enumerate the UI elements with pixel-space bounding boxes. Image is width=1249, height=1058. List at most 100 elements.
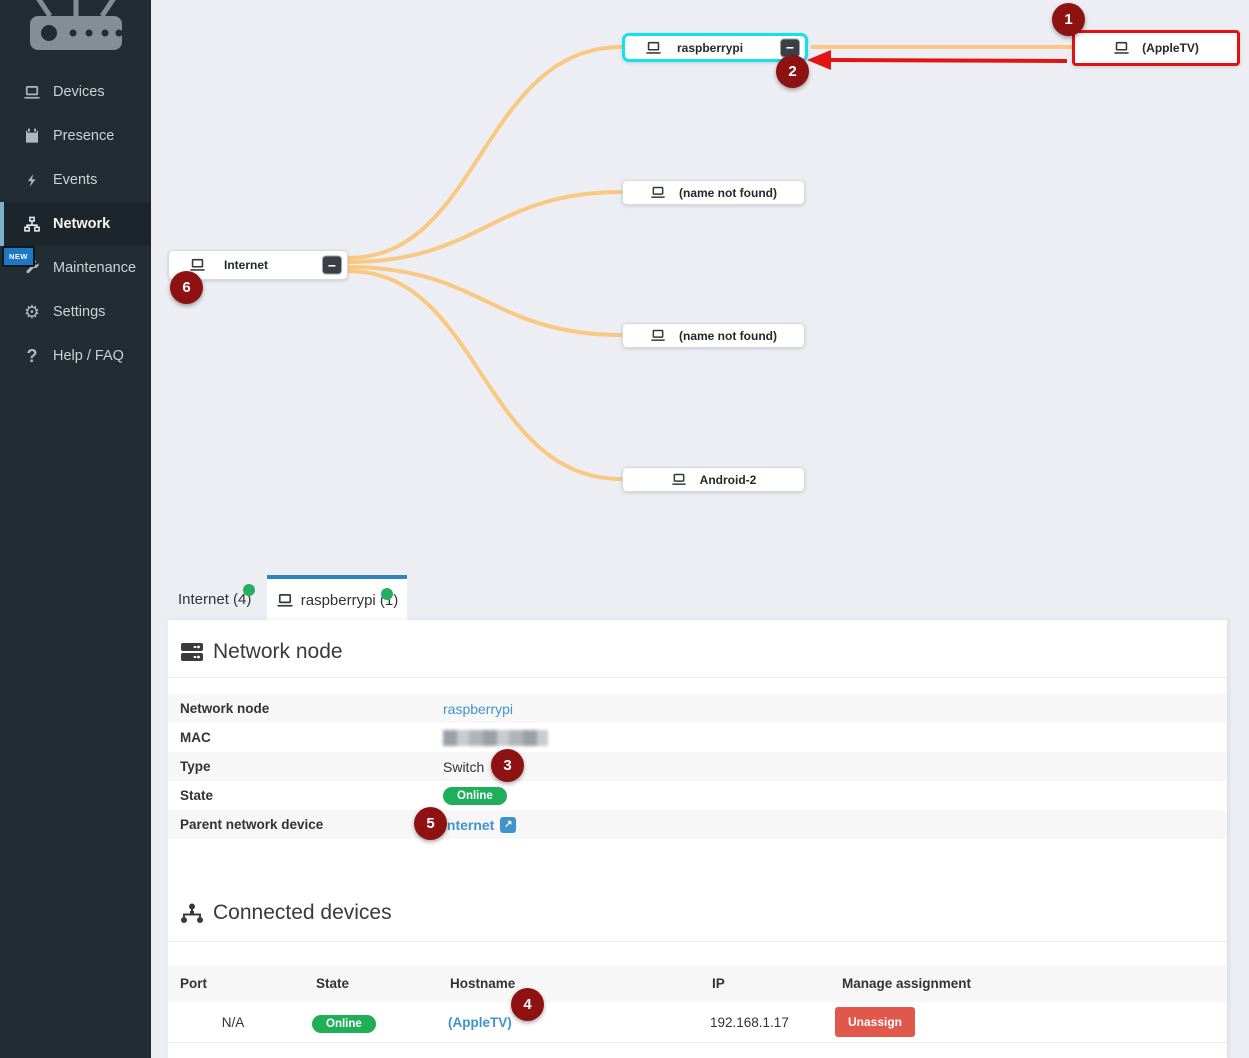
- network-node-section-title: Network node: [180, 640, 343, 664]
- sidebar-item-events[interactable]: Events: [0, 158, 151, 202]
- node-label: Internet: [224, 258, 269, 272]
- mac-redacted-value: [443, 729, 548, 746]
- node-label: (name not found): [679, 185, 777, 200]
- node-unknown-2[interactable]: (name not found): [622, 323, 805, 348]
- sitemap-icon: [180, 903, 204, 924]
- node-label: Android-2: [699, 472, 757, 487]
- main-area: Internet − raspberrypi − (name not found…: [151, 0, 1249, 1058]
- status-badge: Online: [443, 786, 507, 805]
- tab-raspberrypi[interactable]: raspberrypi (1): [267, 575, 407, 621]
- tab-label: Internet (4): [178, 590, 252, 608]
- detail-row-parent: Parent network device Internet ↗: [168, 810, 1227, 839]
- col-header-ip: IP: [712, 976, 725, 991]
- new-feature-badge: NEW: [2, 246, 35, 267]
- annotation-marker-1: 1: [1052, 3, 1085, 36]
- laptop-icon: [650, 186, 666, 199]
- online-dot: [243, 584, 255, 596]
- tab-internet[interactable]: Internet (4): [168, 578, 258, 620]
- question-icon: ?: [26, 346, 38, 366]
- node-raspberrypi[interactable]: raspberrypi −: [622, 33, 808, 62]
- section-title-text: Network node: [213, 640, 343, 663]
- table-row: N/A Online (AppleTV) 192.168.1.17 Unassi…: [168, 1002, 1227, 1043]
- col-header-hostname: Hostname: [450, 976, 516, 991]
- gear-icon: ⚙: [23, 302, 41, 322]
- node-appletv[interactable]: (AppleTV): [1072, 30, 1240, 66]
- external-link-icon[interactable]: ↗: [500, 816, 517, 833]
- laptop-icon: [645, 41, 662, 55]
- sidebar-item-maintenance[interactable]: Maintenance: [0, 246, 151, 290]
- tab-label: raspberrypi (1): [300, 591, 399, 609]
- sidebar-item-label: Presence: [53, 128, 115, 144]
- network-node-link[interactable]: raspberrypi: [443, 700, 514, 717]
- detail-panel: Network node Network node raspberrypi MA…: [168, 620, 1227, 1058]
- node-label: (AppleTV): [1142, 41, 1199, 55]
- col-header-port: Port: [180, 976, 207, 991]
- annotation-marker-6: 6: [170, 271, 203, 304]
- section-title-text: Connected devices: [213, 901, 392, 924]
- detail-label: Parent network device: [180, 817, 324, 832]
- table-header-row: Port State Hostname IP Manage assignment: [168, 965, 1227, 1002]
- port-value: N/A: [221, 1014, 245, 1030]
- sidebar-item-network[interactable]: Network: [0, 202, 151, 246]
- type-value: Switch: [443, 758, 485, 775]
- detail-label: State: [180, 788, 214, 803]
- connected-devices-table: Port State Hostname IP Manage assignment…: [168, 965, 1227, 1043]
- sidebar: Devices Presence Events: [0, 0, 151, 1058]
- sidebar-item-label: Events: [53, 172, 98, 188]
- connected-devices-section-title: Connected devices: [180, 901, 392, 925]
- detail-label: MAC: [180, 730, 211, 745]
- connection-curves: [347, 45, 1072, 481]
- sidebar-item-label: Devices: [53, 84, 105, 100]
- laptop-icon: [1113, 41, 1130, 55]
- annotation-marker-3: 3: [491, 749, 524, 782]
- topology-canvas: [347, 45, 1072, 481]
- laptop-icon: [671, 473, 687, 486]
- detail-label: Network node: [180, 701, 270, 716]
- collapse-node-button[interactable]: −: [322, 255, 342, 275]
- laptop-icon: [189, 258, 206, 272]
- online-dot: [381, 588, 393, 600]
- server-icon: [180, 642, 204, 662]
- laptop-icon: [650, 329, 666, 342]
- router-logo-icon: [0, 0, 151, 64]
- node-android2[interactable]: Android-2: [622, 467, 805, 492]
- bolt-icon: [22, 172, 42, 189]
- detail-row-type: Type Switch: [168, 752, 1227, 781]
- sitemap-icon: [22, 216, 42, 233]
- sidebar-item-label: Help / FAQ: [53, 348, 124, 364]
- sidebar-item-label: Settings: [53, 304, 106, 320]
- sidebar-item-label: Maintenance: [53, 260, 137, 276]
- annotation-arrow: [807, 50, 1068, 70]
- node-label: (name not found): [679, 328, 777, 343]
- ip-value: 192.168.1.17: [710, 1014, 789, 1030]
- detail-label: Type: [180, 759, 211, 774]
- parent-device-link[interactable]: Internet: [443, 816, 495, 833]
- sidebar-item-settings[interactable]: ⚙ Settings: [0, 290, 151, 334]
- sidebar-item-help[interactable]: ? Help / FAQ: [0, 334, 151, 378]
- detail-row-state: State Online: [168, 781, 1227, 810]
- col-header-manage: Manage assignment: [842, 976, 972, 991]
- network-node-details: Network node raspberrypi MAC Type Switch…: [168, 694, 1227, 839]
- sidebar-item-presence[interactable]: Presence: [0, 114, 151, 158]
- sidebar-nav: Devices Presence Events: [0, 70, 151, 378]
- laptop-icon: [22, 85, 42, 100]
- divider: [168, 941, 1227, 942]
- annotation-marker-4: 4: [511, 988, 544, 1021]
- annotation-marker-2: 2: [776, 55, 809, 88]
- annotation-marker-5: 5: [414, 807, 447, 840]
- wrench-icon: [22, 260, 42, 276]
- col-header-state: State: [316, 976, 350, 991]
- detail-row-network-node: Network node raspberrypi: [168, 694, 1227, 723]
- node-internet[interactable]: Internet −: [168, 250, 348, 280]
- status-badge: Online: [312, 1014, 376, 1033]
- calendar-icon: [22, 128, 42, 144]
- laptop-icon: [276, 593, 294, 608]
- sidebar-item-devices[interactable]: Devices: [0, 70, 151, 114]
- detail-row-mac: MAC: [168, 723, 1227, 752]
- node-unknown-1[interactable]: (name not found): [622, 180, 805, 205]
- unassign-button[interactable]: Unassign: [835, 1007, 916, 1037]
- hostname-link[interactable]: (AppleTV): [448, 1014, 512, 1030]
- divider: [168, 677, 1227, 678]
- sidebar-item-label: Network: [53, 216, 111, 232]
